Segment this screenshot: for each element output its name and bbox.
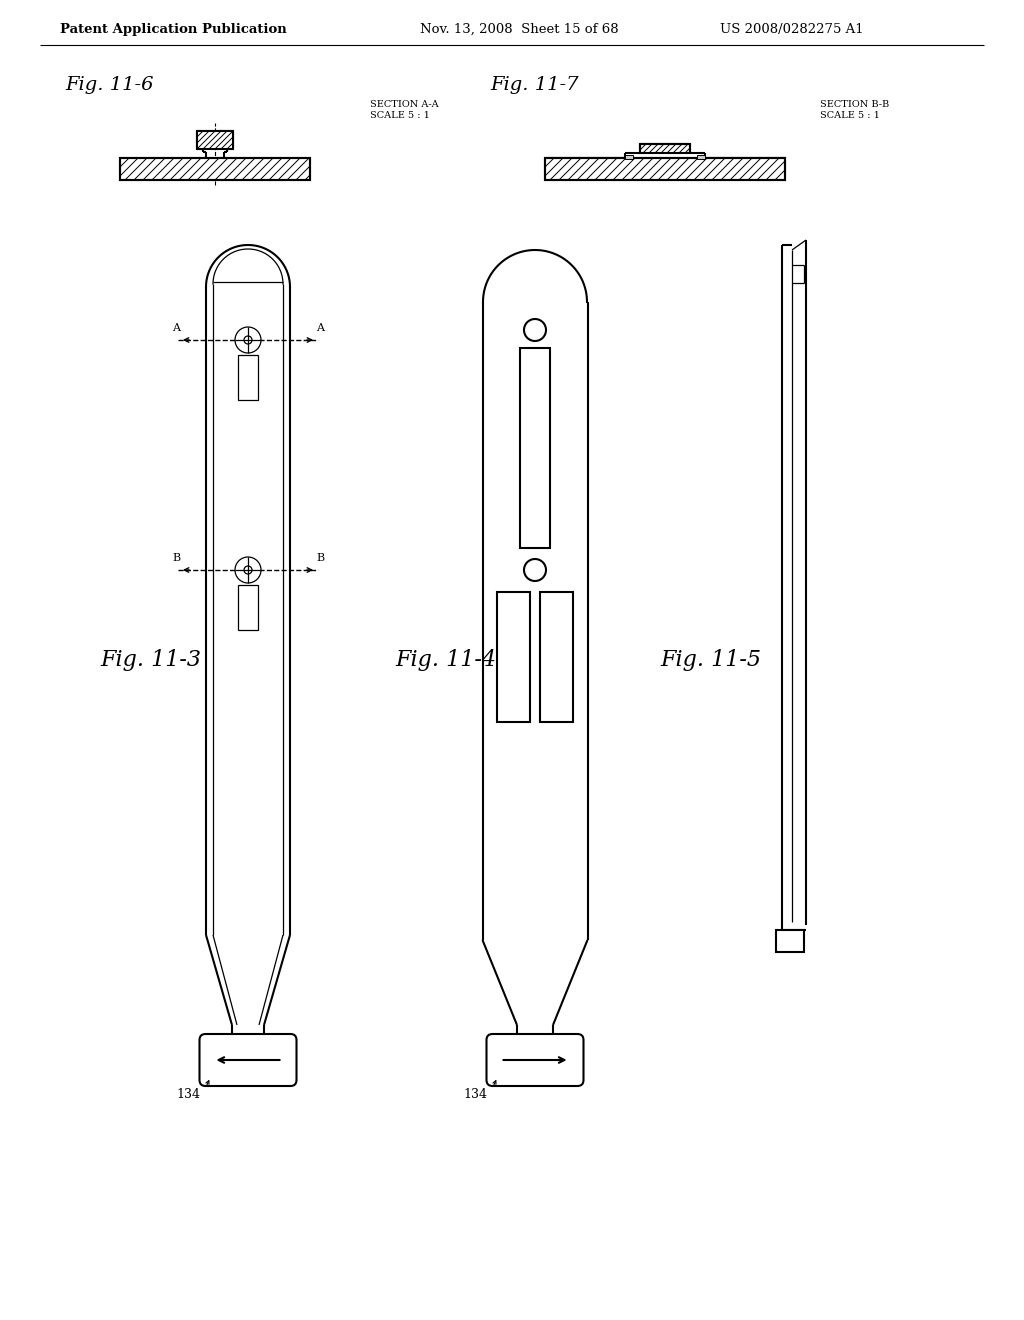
Bar	[545, 158, 785, 180]
Bar	[697, 154, 705, 158]
Circle shape	[234, 557, 261, 583]
Text: US 2008/0282275 A1: US 2008/0282275 A1	[720, 22, 863, 36]
Text: Fig. 11-4: Fig. 11-4	[395, 649, 496, 671]
Text: Fig. 11-5: Fig. 11-5	[660, 649, 761, 671]
Bar	[197, 131, 233, 149]
Bar	[197, 131, 233, 149]
Bar	[497, 591, 530, 722]
Text: Nov. 13, 2008  Sheet 15 of 68: Nov. 13, 2008 Sheet 15 of 68	[420, 22, 618, 36]
Bar	[238, 585, 258, 630]
Text: 134: 134	[176, 1088, 201, 1101]
Text: Patent Application Publication: Patent Application Publication	[60, 22, 287, 36]
Bar	[540, 591, 573, 722]
Text: SECTION B-B
SCALE 5 : 1: SECTION B-B SCALE 5 : 1	[820, 99, 889, 120]
Bar	[640, 144, 690, 153]
Bar	[120, 158, 310, 180]
Circle shape	[234, 327, 261, 352]
Bar	[238, 355, 258, 400]
Text: A: A	[316, 323, 324, 333]
Bar	[520, 348, 550, 548]
Text: Fig. 11-6: Fig. 11-6	[65, 77, 154, 94]
Text: Fig. 11-3: Fig. 11-3	[100, 649, 201, 671]
Circle shape	[524, 558, 546, 581]
Bar	[120, 158, 310, 180]
Text: SECTION A-A
SCALE 5 : 1: SECTION A-A SCALE 5 : 1	[370, 99, 438, 120]
Text: B: B	[316, 553, 324, 564]
Bar	[625, 154, 633, 158]
FancyBboxPatch shape	[486, 1034, 584, 1086]
Bar	[545, 158, 785, 180]
FancyBboxPatch shape	[200, 1034, 297, 1086]
Text: 134: 134	[464, 1088, 487, 1101]
Text: Fig. 11-7: Fig. 11-7	[490, 77, 579, 94]
Text: A: A	[172, 323, 180, 333]
Circle shape	[524, 319, 546, 341]
Text: B: B	[172, 553, 180, 564]
Bar	[776, 931, 804, 952]
